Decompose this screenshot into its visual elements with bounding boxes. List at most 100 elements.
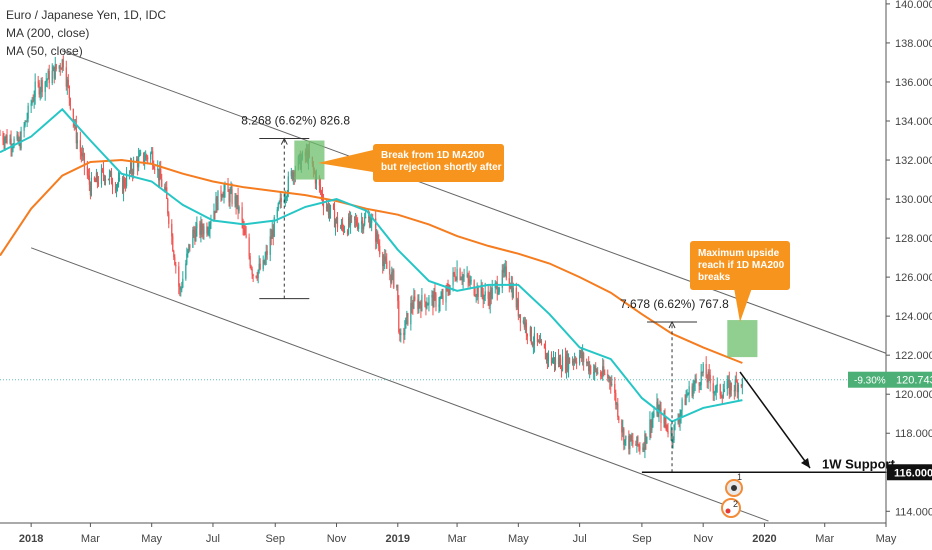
candle-body [210, 221, 212, 224]
measure-arrow [280, 137, 288, 145]
candle-body [38, 82, 40, 95]
candle-body [13, 138, 15, 147]
candle-body [545, 354, 548, 360]
y-axis-ticks: 140.000 138.000 136.000 134.000 132.000 130.0… [886, 0, 932, 518]
candle-body [194, 233, 196, 242]
candle-body [192, 229, 194, 248]
candle-body [511, 283, 513, 298]
candle-body [715, 385, 717, 392]
y-tick-label: 136.000 [895, 77, 932, 89]
candle-body [733, 390, 735, 392]
candle-body [426, 305, 428, 309]
candle-body [522, 320, 524, 323]
candle-body [207, 231, 209, 234]
candle-body [67, 79, 69, 86]
candle-body [2, 134, 4, 141]
candle-body [164, 186, 166, 190]
y-tick-label: 122.000 [895, 350, 932, 362]
candle-body [129, 162, 132, 172]
candle-body [58, 65, 60, 70]
candle-body [510, 283, 512, 289]
candle-body [181, 287, 183, 289]
candle-body [713, 391, 715, 394]
candle-body [342, 226, 345, 232]
candle-body [291, 171, 293, 180]
event-marker-1-dot [731, 485, 737, 491]
callout-box-1 [373, 144, 504, 182]
candle-body [637, 436, 639, 445]
candle-body [333, 208, 336, 228]
candle-body [484, 291, 486, 296]
candle-body [449, 285, 451, 294]
candle-body [107, 178, 110, 180]
candle-body [259, 263, 261, 270]
candle-body [571, 360, 574, 364]
x-tick-label: May [141, 533, 162, 545]
candle-body [25, 121, 27, 123]
candle-body [100, 169, 103, 185]
candle-body [280, 198, 282, 203]
candle-body [375, 218, 377, 242]
candle-body [719, 384, 721, 396]
candle-body [357, 224, 359, 229]
candle-body [564, 356, 567, 371]
candle-body [321, 193, 324, 201]
indicator-ma50[interactable]: MA (50, close) [6, 44, 83, 58]
candle-body [617, 403, 619, 418]
candle-body [572, 360, 575, 363]
candle-body [618, 417, 620, 421]
candle-body [315, 176, 318, 184]
candle-body [96, 173, 99, 183]
candle-body [114, 186, 117, 191]
candle-body [658, 409, 660, 417]
candle-body [249, 256, 251, 267]
candle-body [508, 278, 510, 286]
candle-body [533, 333, 536, 345]
candle-body [386, 261, 388, 269]
candle-body [350, 215, 353, 217]
candle-body [728, 379, 730, 395]
candle-body [115, 186, 118, 191]
candle-body [403, 333, 405, 335]
candle-body [467, 274, 469, 279]
candle-body [51, 70, 53, 84]
candle-body [368, 216, 370, 218]
x-tick-label: May [876, 533, 897, 545]
candle-body [68, 85, 70, 99]
candle-body [216, 197, 218, 211]
candle-body [180, 288, 182, 290]
candle-body [604, 373, 606, 375]
candle-body [651, 419, 653, 430]
candle-body [165, 187, 167, 190]
candle-body [695, 378, 697, 383]
candle-body [601, 376, 603, 378]
indicator-ma200[interactable]: MA (200, close) [6, 26, 90, 40]
candle-body [421, 295, 423, 311]
candle-body [93, 177, 96, 181]
candle-body [343, 231, 346, 233]
candle-body [593, 372, 595, 374]
candle-body [621, 420, 623, 433]
candle-body [244, 229, 246, 235]
candle-body [638, 444, 640, 447]
candle-body [79, 140, 81, 152]
candle-body [349, 215, 352, 226]
candle-body [431, 295, 433, 298]
candle-body [80, 151, 82, 157]
candle-body [118, 177, 121, 179]
candle-body [709, 374, 711, 384]
candle-body [576, 361, 578, 364]
candle-body [150, 153, 152, 160]
candle-body [130, 162, 133, 173]
candle-body [182, 278, 184, 288]
candle-body [603, 366, 605, 374]
candle-body [481, 285, 483, 295]
candle-body [716, 384, 718, 386]
candle-body [643, 447, 645, 450]
candle-body [623, 428, 625, 445]
candle-body [737, 384, 739, 393]
candle-body [734, 379, 736, 391]
candle-body [30, 103, 32, 106]
y-tick-label: 114.000 [895, 506, 932, 518]
